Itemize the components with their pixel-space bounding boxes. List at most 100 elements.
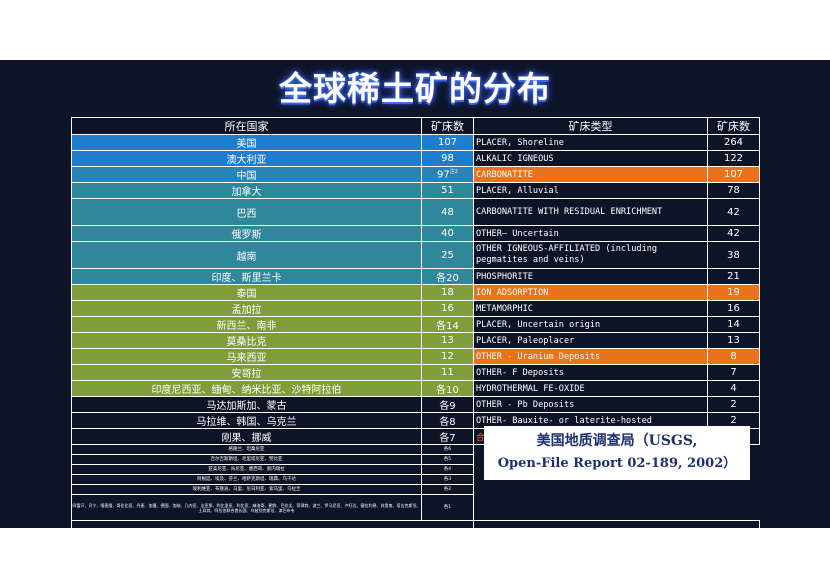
count-cell: 98 bbox=[421, 150, 474, 167]
type-cell: ION ADSORPTION bbox=[473, 284, 708, 301]
table-row: 印度尼西亚、缅甸、纳米比亚、沙特阿拉伯 各10 HYDROTHERMAL FE-… bbox=[71, 380, 760, 397]
type-count-cell: 2 bbox=[707, 396, 760, 413]
table-row: 安哥拉 11 OTHER- F Deposits 7 bbox=[71, 364, 760, 381]
table-row: 马达加斯加、蒙古 各9 OTHER - Pb Deposits 2 bbox=[71, 396, 760, 413]
type-count-cell: 4 bbox=[707, 380, 760, 397]
country-cell: 孟加拉 bbox=[71, 300, 422, 317]
count-cell: 各14 bbox=[421, 316, 474, 333]
country-cell: 澳大利亚 bbox=[71, 150, 422, 167]
header-count: 矿床数 bbox=[421, 117, 474, 135]
type-cell: PLACER, Alluvial bbox=[473, 182, 708, 199]
count-cell: 11 bbox=[421, 364, 474, 381]
count-footnote: 注2 bbox=[449, 169, 458, 176]
type-count-cell: 38 bbox=[707, 241, 760, 269]
type-count-cell: 42 bbox=[707, 225, 760, 242]
footer-global-total: 全球合计：799个稀土矿床 bbox=[473, 520, 760, 548]
count-cell: 各6 bbox=[421, 444, 474, 455]
table-row: 美国 107 PLACER, Shoreline 264 bbox=[71, 134, 760, 151]
table-row: 澳大利亚 98 ALKALIC IGNEOUS 122 bbox=[71, 150, 760, 167]
type-cell: CARBONATITE WITH RESIDUAL ENRICHMENT bbox=[473, 198, 708, 226]
count-cell: 各5 bbox=[421, 454, 474, 465]
type-count-cell: 122 bbox=[707, 150, 760, 167]
country-cell: 安哥拉 bbox=[71, 364, 422, 381]
usgs-source-line1: 美国地质调查局（USGS, bbox=[536, 433, 698, 449]
type-cell: OTHER- F Deposits bbox=[473, 364, 708, 381]
country-cell: 玻利维亚、布隆迪、马里、尼日利亚、索马里、乌拉圭 bbox=[71, 484, 422, 495]
type-cell: PLACER, Paleoplacer bbox=[473, 332, 708, 349]
header-type: 矿床类型 bbox=[473, 117, 708, 135]
header-country: 所在国家 bbox=[71, 117, 422, 135]
type-count-cell: 8 bbox=[707, 348, 760, 365]
count-cell: 各2 bbox=[421, 484, 474, 495]
country-cell: 加拿大 bbox=[71, 182, 422, 199]
slide-title: 全球稀土矿的分布 bbox=[279, 69, 551, 108]
country-cell: 俄罗斯 bbox=[71, 225, 422, 242]
type-count-cell: 264 bbox=[707, 134, 760, 151]
table-header-row: 所在国家 矿床数 矿床类型 矿床数 bbox=[71, 117, 760, 135]
type-count-cell: 42 bbox=[707, 198, 760, 226]
rare-earth-table: 所在国家 矿床数 矿床类型 矿床数 美国 107 PLACER, Shoreli… bbox=[71, 117, 760, 548]
count-cell: 18 bbox=[421, 284, 474, 301]
count-cell: 12 bbox=[421, 348, 474, 365]
country-cell: 新西兰、南非 bbox=[71, 316, 422, 333]
count-cell: 48 bbox=[421, 198, 474, 226]
country-cell: 刚果、挪威 bbox=[71, 428, 422, 445]
country-cell: 格陵兰、坦桑尼亚 bbox=[71, 444, 422, 455]
table-row: 印度、斯里兰卡 各20 PHOSPHORITE 21 bbox=[71, 268, 760, 285]
footer-country-total: 合计74个国家 bbox=[71, 520, 474, 548]
count-cell: 51 bbox=[421, 182, 474, 199]
count-cell: 107 bbox=[421, 134, 474, 151]
count-cell: 各7 bbox=[421, 428, 474, 445]
header-type-count: 矿床数 bbox=[707, 117, 760, 135]
type-cell: ALKALIC IGNEOUS bbox=[473, 150, 708, 167]
table-row: 马拉维、韩国、乌克兰 各8 OTHER- Bauxite- or laterit… bbox=[71, 412, 760, 429]
table-row: 新西兰、南非 各14 PLACER, Uncertain origin 14 bbox=[71, 316, 760, 333]
table-row: 莫桑比克 13 PLACER, Paleoplacer 13 bbox=[71, 332, 760, 349]
count-cell: 各10 bbox=[421, 380, 474, 397]
country-cell: 巴西 bbox=[71, 198, 422, 226]
table-row: 孟加拉 16 METAMORPHIC 16 bbox=[71, 300, 760, 317]
table-row: 马来西亚 12 OTHER - Uranium Deposits 8 bbox=[71, 348, 760, 365]
type-count-cell: 19 bbox=[707, 284, 760, 301]
country-cell: 泰国 bbox=[71, 284, 422, 301]
count-cell: 各8 bbox=[421, 412, 474, 429]
type-count-cell: 14 bbox=[707, 316, 760, 333]
country-cell: 美国 bbox=[71, 134, 422, 151]
country-cell: 印度、斯里兰卡 bbox=[71, 268, 422, 285]
type-count-cell: 107 bbox=[707, 166, 760, 183]
type-cell: OTHER - Pb Deposits bbox=[473, 396, 708, 413]
country-cell: 中国 bbox=[71, 166, 422, 183]
type-cell: OTHER - Uranium Deposits bbox=[473, 348, 708, 365]
table-row: 加拿大 51 PLACER, Alluvial 78 bbox=[71, 182, 760, 199]
table-row: 中国 97注2 CARBONATITE 107 bbox=[71, 166, 760, 183]
type-cell: OTHER IGNEOUS-AFFILIATED (including pegm… bbox=[473, 241, 708, 269]
count-cell: 16 bbox=[421, 300, 474, 317]
slide: 全球稀土矿的分布 所在国家 矿床数 矿床类型 矿床数 美国 107 PLACER… bbox=[0, 60, 830, 548]
type-count-cell: 7 bbox=[707, 364, 760, 381]
type-count-cell: 13 bbox=[707, 332, 760, 349]
table-row: 俄罗斯 40 OTHER— Uncertain 42 bbox=[71, 225, 760, 242]
count-cell: 25 bbox=[421, 241, 474, 269]
country-cell: 阿根廷、埃及、芬兰、哈萨克斯坦、瑞典、乌干达 bbox=[71, 474, 422, 485]
country-cell: 马达加斯加、蒙古 bbox=[71, 396, 422, 413]
country-cell: 马来西亚 bbox=[71, 348, 422, 365]
count-cell: 13 bbox=[421, 332, 474, 349]
country-cell: 印度尼西亚、缅甸、纳米比亚、沙特阿拉伯 bbox=[71, 380, 422, 397]
count-cell: 各9 bbox=[421, 396, 474, 413]
count-cell: 各3 bbox=[421, 474, 474, 485]
type-count-cell: 16 bbox=[707, 300, 760, 317]
type-cell: PHOSPHORITE bbox=[473, 268, 708, 285]
type-cell: HYDROTHERMAL FE-OXIDE bbox=[473, 380, 708, 397]
count-cell: 40 bbox=[421, 225, 474, 242]
type-count-cell: 78 bbox=[707, 182, 760, 199]
table-row: 泰国 18 ION ADSORPTION 19 bbox=[71, 284, 760, 301]
type-cell: OTHER— Uncertain bbox=[473, 225, 708, 242]
table-row: 巴西 48 CARBONATITE WITH RESIDUAL ENRICHME… bbox=[71, 198, 760, 226]
type-cell: CARBONATITE bbox=[473, 166, 708, 183]
count-cell: 各20 bbox=[421, 268, 474, 285]
type-count-cell: 21 bbox=[707, 268, 760, 285]
count-cell: 各4 bbox=[421, 464, 474, 475]
country-cell: 莫桑比克 bbox=[71, 332, 422, 349]
usgs-source-box: 美国地质调查局（USGS, Open-File Report 02-189, 2… bbox=[484, 426, 750, 480]
country-cell: 阿富汗、贝宁、喀麦隆、哥伦比亚、丹麦、加蓬、德国、加纳、几内亚、圭亚那、利比里亚… bbox=[71, 494, 422, 521]
